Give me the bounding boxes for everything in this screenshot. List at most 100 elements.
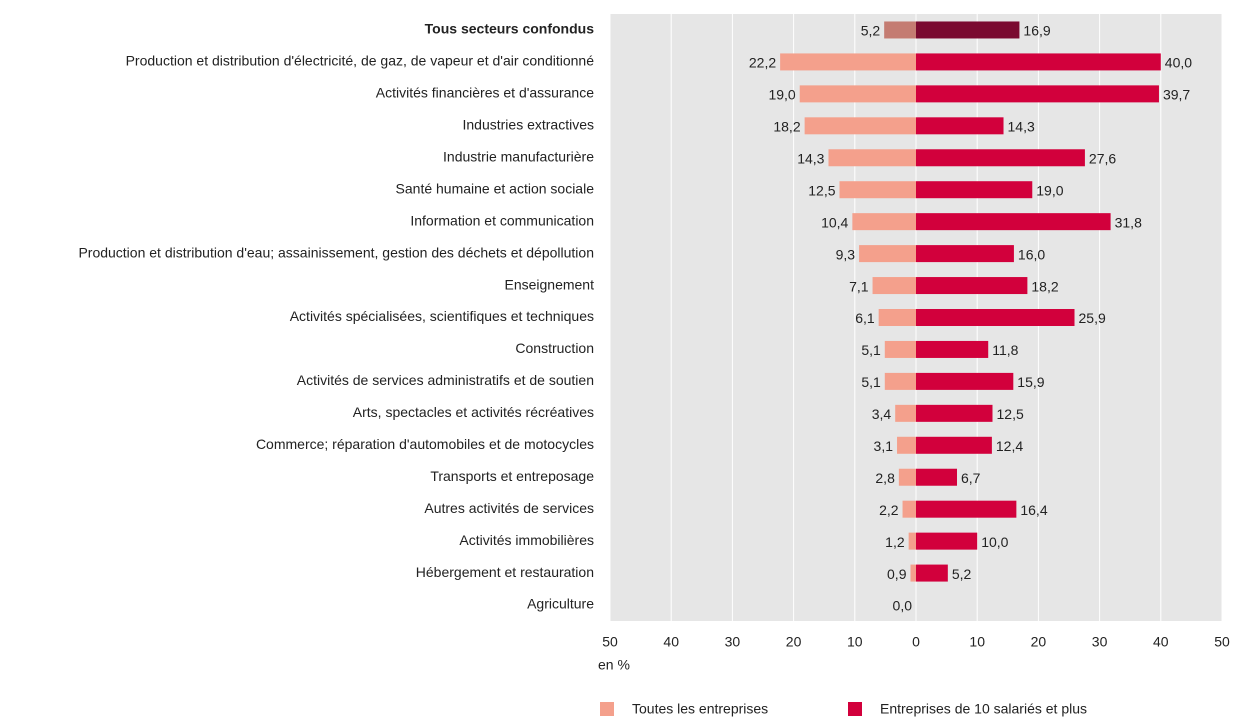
bar xyxy=(839,181,916,199)
bar xyxy=(884,340,916,358)
value-label: 14,3 xyxy=(797,150,824,166)
x-tick-label: 40 xyxy=(663,634,679,650)
bar xyxy=(916,309,1075,326)
x-tick-label: 10 xyxy=(969,634,985,650)
bar xyxy=(898,468,916,486)
bar xyxy=(916,85,1159,103)
bar xyxy=(916,468,958,486)
x-tick-label: 40 xyxy=(1153,634,1169,650)
bar xyxy=(884,372,916,390)
bar xyxy=(895,404,916,422)
bar xyxy=(916,564,948,582)
bar xyxy=(916,21,1020,39)
bar xyxy=(916,181,1033,199)
bar xyxy=(916,532,978,550)
value-label: 11,8 xyxy=(992,342,1018,358)
x-tick-label: 20 xyxy=(786,634,802,650)
value-label: 6,7 xyxy=(961,470,981,486)
category-label: Production et distribution d'électricité… xyxy=(126,53,595,69)
bar xyxy=(872,277,916,295)
bar xyxy=(916,117,1004,135)
value-label: 0,9 xyxy=(887,566,907,582)
category-label: Industries extractives xyxy=(463,117,595,133)
x-tick-label: 0 xyxy=(912,634,920,650)
bar xyxy=(916,404,993,422)
category-label: Hébergement et restauration xyxy=(416,564,594,580)
x-tick-label: 30 xyxy=(1092,634,1108,650)
bar xyxy=(916,53,1161,71)
value-label: 12,5 xyxy=(808,182,835,198)
value-label: 27,6 xyxy=(1089,150,1116,166)
value-label: 16,9 xyxy=(1023,23,1050,39)
bar xyxy=(916,372,1014,390)
value-label: 14,3 xyxy=(1008,119,1035,135)
value-label: 31,8 xyxy=(1115,214,1142,230)
x-tick-label: 10 xyxy=(847,634,863,650)
value-label: 2,8 xyxy=(875,470,895,486)
category-label: Agriculture xyxy=(527,596,594,612)
value-label: 5,2 xyxy=(861,23,881,39)
x-tick-label: 50 xyxy=(602,634,618,650)
value-label: 18,2 xyxy=(1031,278,1058,294)
value-label: 18,2 xyxy=(773,119,800,135)
value-label: 5,1 xyxy=(861,342,881,358)
value-label: 6,1 xyxy=(855,310,875,326)
value-label: 16,4 xyxy=(1020,502,1047,518)
value-label: 12,4 xyxy=(996,438,1023,454)
category-label: Activités spécialisées, scientifiques et… xyxy=(290,308,594,324)
value-label: 19,0 xyxy=(1036,182,1063,198)
value-label: 7,1 xyxy=(849,278,869,294)
bar xyxy=(859,245,916,263)
value-label: 16,0 xyxy=(1018,246,1045,262)
category-label: Production et distribution d'eau; assain… xyxy=(78,244,594,260)
bar xyxy=(916,436,992,454)
category-label: Santé humaine et action sociale xyxy=(396,180,595,196)
value-label: 5,2 xyxy=(952,566,972,582)
bar xyxy=(799,85,916,103)
category-label: Autres activités de services xyxy=(424,500,594,516)
bar xyxy=(828,149,916,167)
category-label: Arts, spectacles et activités récréative… xyxy=(353,404,594,420)
x-axis-label: en % xyxy=(598,657,630,673)
bar xyxy=(908,532,916,550)
bar xyxy=(916,340,989,358)
bar xyxy=(916,213,1111,231)
legend-swatch xyxy=(600,702,614,716)
legend-label: Toutes les entreprises xyxy=(632,701,768,717)
category-label: Enseignement xyxy=(504,276,594,292)
bar xyxy=(897,436,916,454)
value-label: 15,9 xyxy=(1017,374,1044,390)
value-label: 39,7 xyxy=(1163,87,1190,103)
bar xyxy=(916,500,1017,518)
value-label: 5,1 xyxy=(861,374,881,390)
value-label: 3,4 xyxy=(872,406,892,422)
category-label: Activités immobilières xyxy=(459,532,594,548)
value-label: 10,0 xyxy=(981,534,1008,550)
category-label: Transports et entreposage xyxy=(430,468,594,484)
value-label: 22,2 xyxy=(749,55,776,71)
bar xyxy=(910,564,916,582)
value-label: 2,2 xyxy=(879,502,899,518)
value-label: 3,1 xyxy=(874,438,894,454)
category-label: Construction xyxy=(515,340,594,356)
value-label: 25,9 xyxy=(1079,310,1106,326)
value-label: 0,0 xyxy=(893,598,913,614)
bar xyxy=(916,149,1085,167)
category-label: Tous secteurs confondus xyxy=(425,21,595,37)
legend-swatch xyxy=(848,702,862,716)
category-label: Information et communication xyxy=(410,212,594,228)
bar xyxy=(878,309,916,326)
category-label: Activités de services administratifs et … xyxy=(297,372,594,388)
value-label: 9,3 xyxy=(836,246,856,262)
bar xyxy=(884,21,916,39)
legend-label: Entreprises de 10 salariés et plus xyxy=(880,701,1087,717)
bar xyxy=(916,245,1014,263)
x-tick-label: 50 xyxy=(1214,634,1230,650)
x-tick-label: 20 xyxy=(1031,634,1047,650)
value-label: 19,0 xyxy=(768,87,795,103)
bar xyxy=(780,53,916,71)
bar xyxy=(916,277,1028,295)
value-label: 12,5 xyxy=(997,406,1024,422)
category-label: Commerce; réparation d'automobiles et de… xyxy=(256,436,594,452)
